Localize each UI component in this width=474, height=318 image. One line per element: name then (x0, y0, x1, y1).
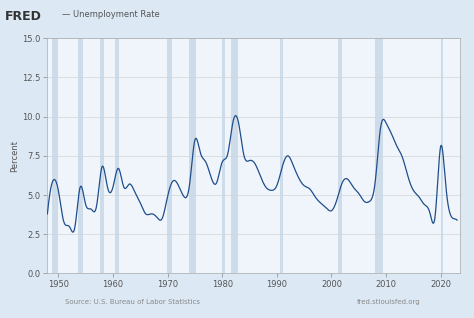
Bar (338, 38, 342, 273)
Text: — Unemployment Rate: — Unemployment Rate (62, 10, 159, 18)
Text: Source: U.S. Bureau of Labor Statistics: Source: U.S. Bureau of Labor Statistics (65, 299, 200, 305)
Y-axis label: Percent: Percent (10, 140, 19, 172)
Bar (374, 38, 383, 273)
Bar (231, 38, 238, 273)
Text: FRED: FRED (5, 10, 42, 23)
Text: fred.stlouisfed.org: fred.stlouisfed.org (357, 299, 420, 305)
Bar (222, 38, 226, 273)
Bar (52, 38, 58, 273)
Bar (167, 38, 173, 273)
Bar (100, 38, 104, 273)
Bar (115, 38, 119, 273)
Bar (78, 38, 83, 273)
Bar (189, 38, 196, 273)
Bar (280, 38, 283, 273)
Bar (441, 38, 443, 273)
